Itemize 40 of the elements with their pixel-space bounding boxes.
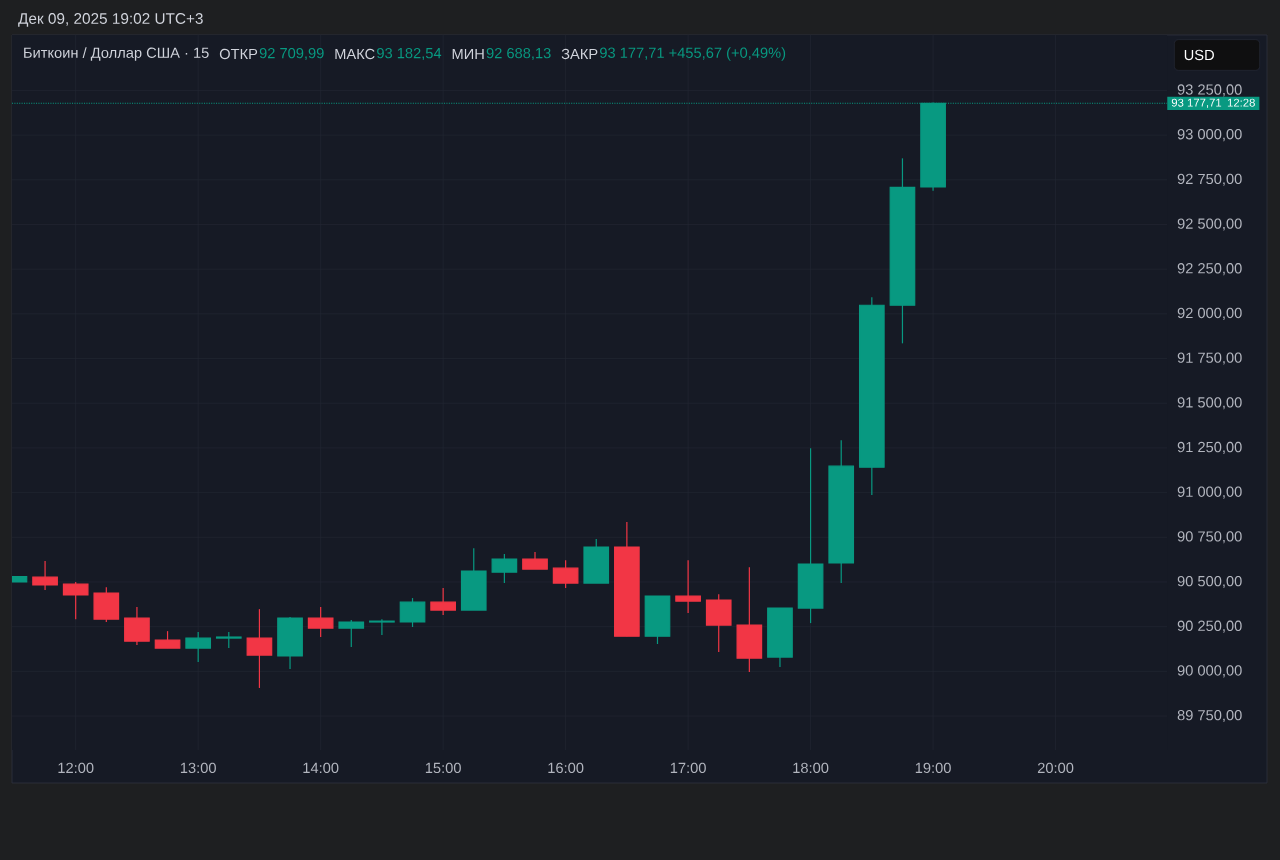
annotation: ОТКР (219, 48, 258, 60)
candlestick (430, 587, 456, 616)
annotation: 92 709,99 (259, 47, 324, 61)
x-tick-label: 17:00 (670, 762, 706, 774)
annotation: МАКС (335, 48, 375, 60)
annotation: 93 177,71 +455,67 (+0,49%) (600, 47, 786, 61)
annotation: ЗАКР (561, 48, 598, 60)
x-tick-label: 12:00 (58, 762, 94, 774)
y-tick-label: 91 750,00 (1177, 352, 1242, 365)
annotation: 92 688,13 (486, 47, 551, 61)
y-tick-label: 90 750,00 (1177, 531, 1242, 544)
x-tick-label: 16:00 (548, 762, 584, 774)
x-tick-label: 18:00 (793, 762, 829, 774)
y-tick-label: 90 000,00 (1177, 665, 1242, 678)
y-tick-label: 93 250,00 (1177, 84, 1242, 97)
annotation: 93 182,54 (377, 47, 442, 61)
y-tick-label: 92 500,00 (1177, 218, 1242, 231)
x-tick-label: 14:00 (303, 762, 339, 774)
y-tick-label: 91 500,00 (1177, 397, 1242, 410)
chart-title: Дек 09, 2025 19:02 UTC+3 (18, 13, 203, 27)
y-tick-label: 91 250,00 (1177, 441, 1242, 454)
y-tick-label: 92 000,00 (1177, 307, 1242, 320)
text: Биткоин / Доллар США · 15 (24, 47, 209, 61)
ref-line-label: 93 177,71 (1171, 98, 1222, 108)
y-tick-label: 91 000,00 (1177, 486, 1242, 499)
x-tick-label: 13:00 (180, 762, 216, 774)
text: 12:28 (1227, 98, 1255, 107)
x-tick-label: 15:00 (425, 762, 461, 774)
annotation: МИН (452, 48, 484, 60)
y-tick-label: 92 250,00 (1177, 263, 1242, 276)
y-tick-label: 92 750,00 (1177, 173, 1242, 186)
candlestick (675, 559, 701, 614)
y-tick-label: 90 250,00 (1177, 620, 1242, 633)
y-tick-label: 89 750,00 (1177, 709, 1242, 723)
x-tick-label: 19:00 (915, 762, 951, 774)
y-tick-label: 90 500,00 (1177, 575, 1242, 589)
x-tick-label: 20:00 (1037, 762, 1074, 774)
text: USD (1184, 49, 1214, 61)
candlestick (369, 618, 395, 636)
y-tick-label: 93 000,00 (1177, 129, 1242, 142)
